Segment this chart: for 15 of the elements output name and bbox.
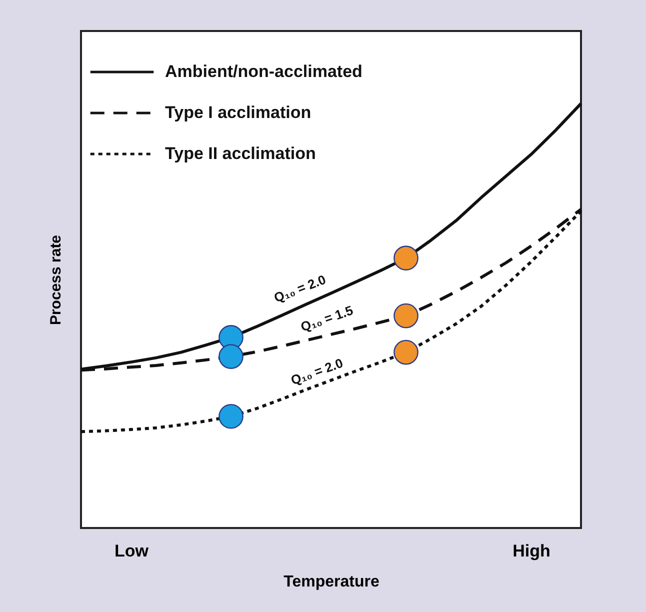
legend-label: Type II acclimation (165, 144, 316, 163)
legend-label: Ambient/non-acclimated (165, 62, 362, 81)
x-axis-title: Temperature (284, 574, 380, 590)
legend-label: Type I acclimation (165, 103, 312, 122)
point (394, 246, 418, 270)
point (394, 340, 418, 365)
annotation: Q₁₀ = 2.0 (288, 355, 345, 388)
point (218, 404, 244, 429)
annotation: Q₁₀ = 1.5 (298, 302, 355, 334)
x-tick-label: Low (114, 542, 150, 560)
y-axis-title: Process rate (48, 234, 64, 326)
point (394, 303, 418, 328)
x-tick-label: High (512, 542, 550, 560)
annotation: Q₁₀ = 2.0 (272, 272, 328, 306)
point (218, 344, 244, 369)
